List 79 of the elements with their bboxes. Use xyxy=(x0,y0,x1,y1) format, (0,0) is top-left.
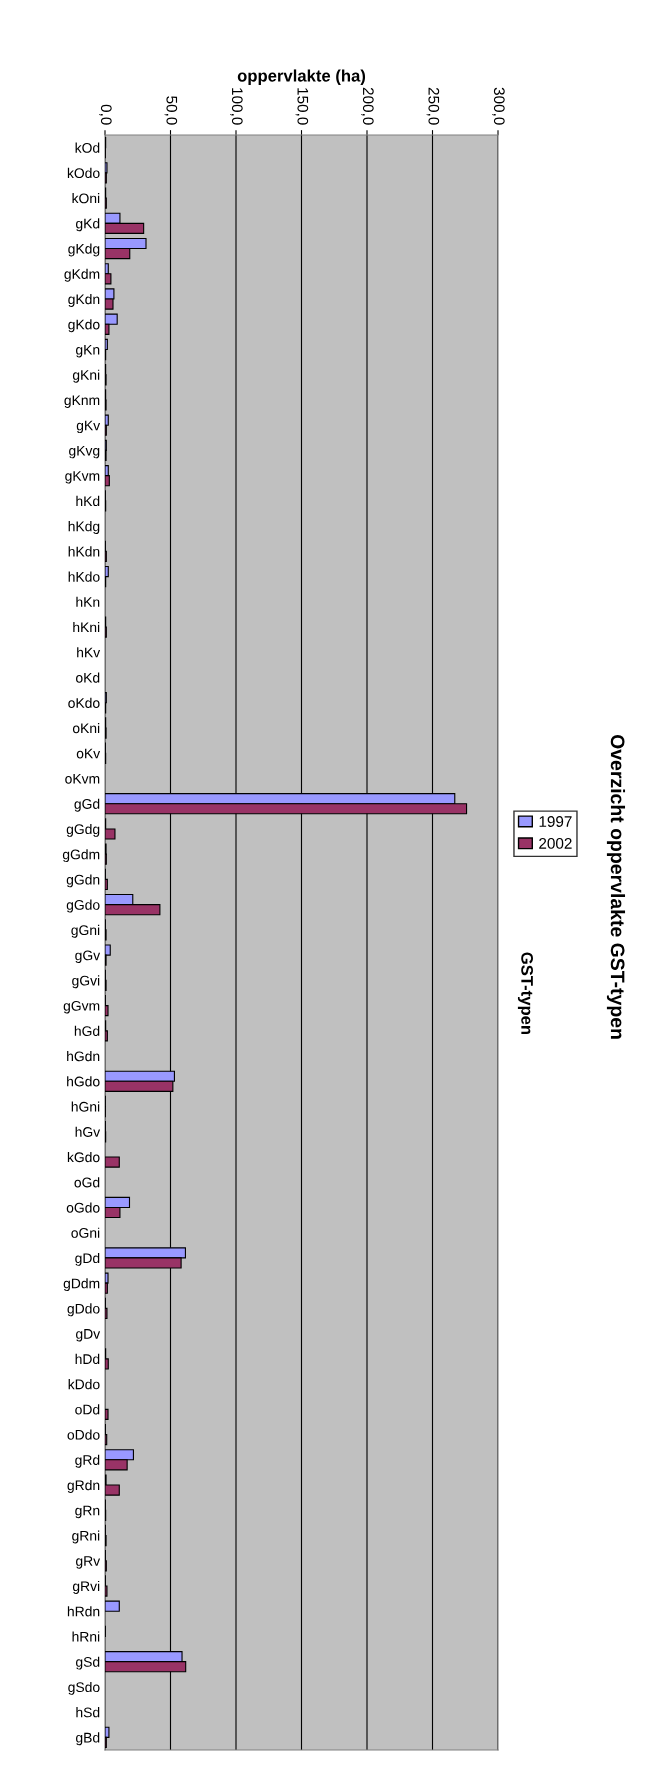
y-tick-label: kOni xyxy=(72,193,100,204)
y-tick-label: gGvm xyxy=(63,1000,100,1014)
y-tick-label: hKdg xyxy=(68,521,100,535)
y-tick-label: hKdo xyxy=(68,571,100,582)
y-tick-label: gKn xyxy=(76,344,100,358)
y-tick-label: hRdn xyxy=(67,1606,100,1617)
legend-label: 2002 xyxy=(539,838,572,849)
y-tick-label: hKv xyxy=(77,647,101,658)
y-tick-label: hDd xyxy=(75,1353,100,1365)
y-tick-label: gKdm xyxy=(64,268,100,282)
y-tick-label: oKv xyxy=(76,748,101,759)
y-tick-label: hKn xyxy=(76,596,100,607)
y-tick-label: gDdm xyxy=(63,1278,100,1292)
y-tick-label: gGdm xyxy=(62,849,100,863)
y-tick-label: gKdg xyxy=(68,243,100,257)
y-tick-label: oKni xyxy=(72,722,100,734)
y-tick-label: gKdo xyxy=(68,319,100,333)
y-tick-label: gRn xyxy=(75,1505,100,1519)
y-tick-label: gGni xyxy=(71,924,100,938)
x-tick-label: 250,0 xyxy=(426,87,440,125)
x-tick-label: 200,0 xyxy=(361,87,374,125)
y-axis-title: GST-typen xyxy=(517,952,533,1035)
y-tick-label: gKdn xyxy=(68,293,100,307)
y-tick-label: kOdo xyxy=(67,167,100,179)
y-tick-label: hGd xyxy=(74,1025,100,1036)
x-tick-label: 300,0 xyxy=(492,87,505,125)
text: Overzicht oppervlakte GST-typen xyxy=(606,734,626,1039)
bar xyxy=(105,1600,120,1612)
y-tick-label: hKd xyxy=(76,495,100,507)
y-tick-label: gKnm xyxy=(64,395,100,408)
y-tick-label: gDd xyxy=(75,1252,100,1266)
y-tick-label: gRv xyxy=(76,1556,101,1569)
bar xyxy=(105,1156,120,1168)
y-tick-label: gBd xyxy=(76,1732,100,1746)
y-tick-label: hGdn xyxy=(67,1051,100,1062)
x-tick-label: 150,0 xyxy=(295,88,309,125)
y-tick-label: oKdo xyxy=(68,697,100,708)
y-tick-label: gGvi xyxy=(72,975,100,989)
y-tick-label: gRvi xyxy=(72,1580,100,1594)
y-tick-label: hGdo xyxy=(67,1076,100,1087)
y-tick-label: oDdo xyxy=(67,1429,100,1440)
y-tick-label: kGdo xyxy=(67,1151,100,1163)
y-tick-label: gDdo xyxy=(67,1303,100,1317)
legend-label: 1997 xyxy=(539,816,572,827)
y-tick-label: oKd xyxy=(76,672,100,683)
y-tick-label: gGdg xyxy=(66,823,100,837)
y-tick-label: gGd xyxy=(74,798,100,812)
y-tick-label: gSd xyxy=(76,1656,100,1670)
y-tick-label: gKvm xyxy=(65,471,100,484)
y-tick-label: oDd xyxy=(75,1404,100,1415)
y-tick-label: gKv xyxy=(76,420,101,434)
y-tick-label: gGdn xyxy=(66,874,100,888)
x-tick-label: 50,0 xyxy=(164,96,178,125)
x-tick-label: 0,0 xyxy=(99,104,112,125)
y-tick-label: kDdo xyxy=(68,1379,100,1390)
y-tick-label: gKvg xyxy=(69,445,100,459)
y-tick-label: gKd xyxy=(76,218,100,232)
y-tick-label: hKdn xyxy=(68,546,100,557)
y-tick-label: gRni xyxy=(72,1530,100,1544)
y-tick-label: gDv xyxy=(76,1329,101,1342)
y-tick-label: gKni xyxy=(72,369,100,383)
y-tick-label: hKni xyxy=(73,622,100,633)
bar xyxy=(105,1408,109,1420)
y-tick-label: kOd xyxy=(75,142,100,153)
x-tick-label: 100,0 xyxy=(230,88,243,125)
y-tick-label: gSdo xyxy=(68,1681,100,1695)
y-tick-label: hSd xyxy=(76,1707,100,1718)
y-tick-label: hGv xyxy=(75,1126,101,1137)
y-tick-label: hGni xyxy=(71,1101,100,1112)
y-tick-label: oGni xyxy=(71,1227,100,1238)
y-tick-label: gRdn xyxy=(67,1480,100,1493)
y-tick-label: oGd xyxy=(74,1177,100,1188)
y-tick-label: hRni xyxy=(72,1631,100,1642)
y-tick-label: oKvm xyxy=(65,773,100,784)
y-tick-label: gGdo xyxy=(66,899,100,913)
x-axis-title: oppervlakte (ha) xyxy=(237,69,366,85)
y-tick-label: gRd xyxy=(75,1454,100,1468)
y-tick-label: oGdo xyxy=(66,1202,100,1213)
y-tick-label: gGv xyxy=(75,950,101,964)
